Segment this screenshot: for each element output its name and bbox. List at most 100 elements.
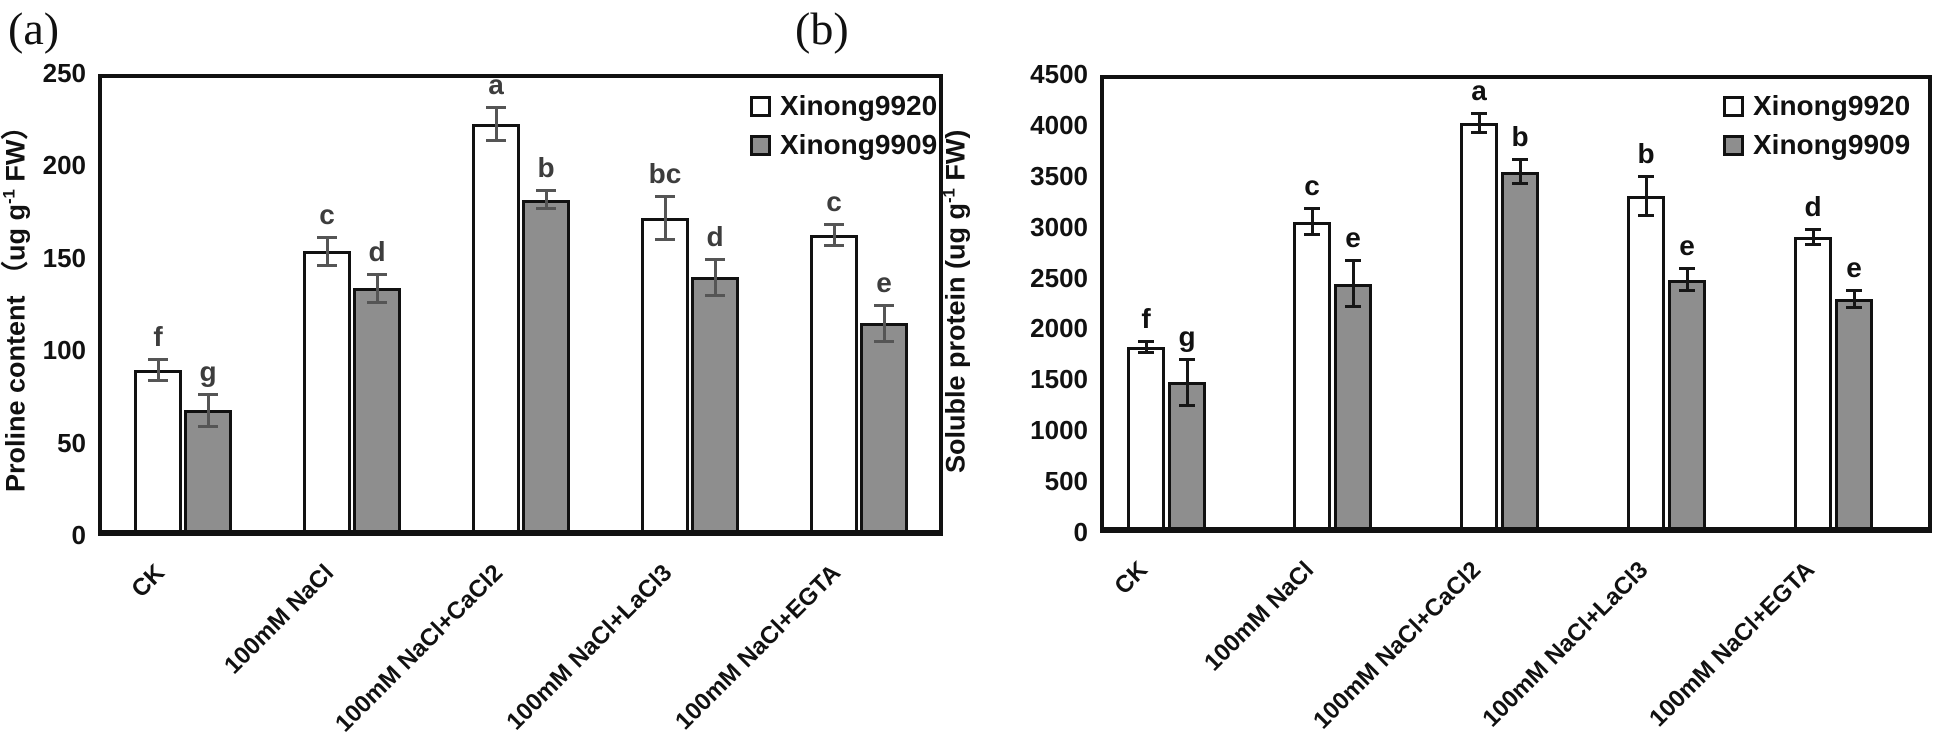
bar-series2-2 xyxy=(1501,171,1539,533)
error-bar xyxy=(206,393,210,427)
error-bar-cap-top xyxy=(317,235,337,239)
x-tick-label: 100mM NaCl+EGTA xyxy=(1644,556,1821,733)
y-tick-label: 250 xyxy=(42,58,86,88)
y-tick-label: 200 xyxy=(42,150,86,181)
error-bar xyxy=(494,107,498,141)
error-bar-cap-bottom xyxy=(705,293,725,297)
error-bar-cap-top xyxy=(1638,174,1654,178)
y-tick-label: 500 xyxy=(1044,466,1088,497)
error-bar-cap-top xyxy=(874,304,894,307)
error-bar xyxy=(1310,208,1314,235)
x-tick-label: 100mM NaCl xyxy=(219,559,340,680)
error-bar-cap-bottom xyxy=(1638,214,1654,218)
y-tick-label: 0 xyxy=(71,520,86,550)
error-bar-cap-top xyxy=(198,392,218,396)
error-bar-cap-bottom xyxy=(655,238,675,242)
x-tick-label: 100mM NaCl+EGTA xyxy=(670,559,847,736)
significance-letter: c xyxy=(319,198,335,230)
error-bar-cap-bottom xyxy=(1138,350,1154,354)
error-bar-cap-top xyxy=(536,189,556,193)
significance-letter: f xyxy=(153,320,163,352)
error-bar-cap-bottom xyxy=(536,206,556,210)
error-bar xyxy=(1351,260,1355,308)
legend-row: Xinong9920 xyxy=(1723,92,1910,120)
significance-letter: d xyxy=(706,220,724,252)
bar-series2-3 xyxy=(691,277,739,536)
panel-a-tag: (a) xyxy=(8,3,60,54)
error-bar-cap-bottom xyxy=(148,378,168,382)
bar-series2-1 xyxy=(353,288,401,536)
significance-letter: b xyxy=(1637,137,1655,169)
legend-row: Xinong9920 xyxy=(750,92,937,120)
y-axis-title: Proline content （ug g-1 FW） xyxy=(0,112,31,493)
y-tick-label: 150 xyxy=(42,242,86,273)
unit-superscript: -1 xyxy=(939,188,959,204)
y-tick-label: 3000 xyxy=(1030,211,1088,242)
error-bar-cap-top xyxy=(705,257,725,261)
significance-letter: e xyxy=(1846,252,1862,284)
bar-series1-4 xyxy=(810,234,858,536)
significance-letter: d xyxy=(368,235,386,267)
bar-series1-1 xyxy=(1293,221,1331,533)
error-bar xyxy=(1852,290,1856,308)
y-tick-label: 100 xyxy=(42,335,86,366)
legend-swatch-white xyxy=(1723,95,1744,117)
y-tick-label: 50 xyxy=(57,427,86,458)
error-bar-cap-bottom xyxy=(1304,232,1320,236)
bar-series2-1 xyxy=(1334,283,1372,533)
legend-swatch-white xyxy=(750,95,771,117)
significance-letter: b xyxy=(1511,121,1529,153)
bar-series1-1 xyxy=(303,251,351,536)
error-bar xyxy=(325,236,329,267)
bar-series2-0 xyxy=(184,410,232,536)
error-bar-cap-top xyxy=(1512,158,1528,162)
error-bar-cap-bottom xyxy=(874,339,894,343)
error-bar-cap-bottom xyxy=(1679,289,1695,293)
error-bar-cap-bottom xyxy=(1846,305,1862,309)
legend-row: Xinong9909 xyxy=(750,131,937,159)
y-tick-label: 0 xyxy=(1073,517,1088,547)
bar-series2-2 xyxy=(522,199,570,536)
significance-letter: d xyxy=(1804,190,1822,222)
x-tick-label: 100mM NaCl+CaCl2 xyxy=(1308,556,1487,735)
significance-letter: bc xyxy=(648,157,682,189)
error-bar-cap-top xyxy=(1679,266,1695,270)
bar-series1-0 xyxy=(1127,346,1165,533)
error-bar-cap-bottom xyxy=(1345,305,1361,309)
x-tick-label: 100mM NaCl+CaCl2 xyxy=(330,559,509,738)
legend-swatch-gray xyxy=(750,134,771,156)
error-bar-cap-top xyxy=(1471,111,1487,115)
bar-series1-2 xyxy=(1460,122,1498,533)
bar-series1-3 xyxy=(1627,196,1665,533)
bar-series2-3 xyxy=(1668,279,1706,533)
y-tick-label: 3500 xyxy=(1030,160,1088,191)
error-bar-cap-top xyxy=(148,357,168,361)
error-bar-cap-bottom xyxy=(1471,131,1487,134)
error-bar xyxy=(1644,175,1648,217)
x-tick-label: CK xyxy=(126,559,171,603)
significance-letter: c xyxy=(1304,170,1320,202)
significance-letter: e xyxy=(1345,222,1361,254)
x-tick-label: CK xyxy=(1109,556,1154,600)
error-bar-cap-bottom xyxy=(1805,242,1821,246)
legend-label: Xinong9920 xyxy=(780,90,938,121)
significance-letter: b xyxy=(537,152,555,184)
legend: Xinong9920 Xinong9909 xyxy=(1723,92,1910,159)
error-bar-cap-top xyxy=(486,106,506,110)
error-bar-cap-bottom xyxy=(367,301,387,305)
error-bar-cap-top xyxy=(1805,227,1821,231)
significance-letter: e xyxy=(1679,229,1695,261)
error-bar xyxy=(1685,267,1689,292)
y-tick-label: 1500 xyxy=(1030,364,1088,395)
unit-superscript: -1 xyxy=(0,189,19,205)
x-tick-label: 100mM NaCl+LaCl3 xyxy=(501,559,678,736)
y-tick-label: 1000 xyxy=(1030,415,1088,446)
x-tick-label: 100mM NaCl+LaCl3 xyxy=(1477,556,1654,733)
error-bar-cap-bottom xyxy=(486,138,506,142)
error-bar xyxy=(156,358,160,381)
significance-letter: g xyxy=(199,355,217,387)
x-tick-label: 100mM NaCl xyxy=(1199,556,1320,677)
bar-series1-2 xyxy=(472,123,520,536)
error-bar xyxy=(1144,340,1148,353)
